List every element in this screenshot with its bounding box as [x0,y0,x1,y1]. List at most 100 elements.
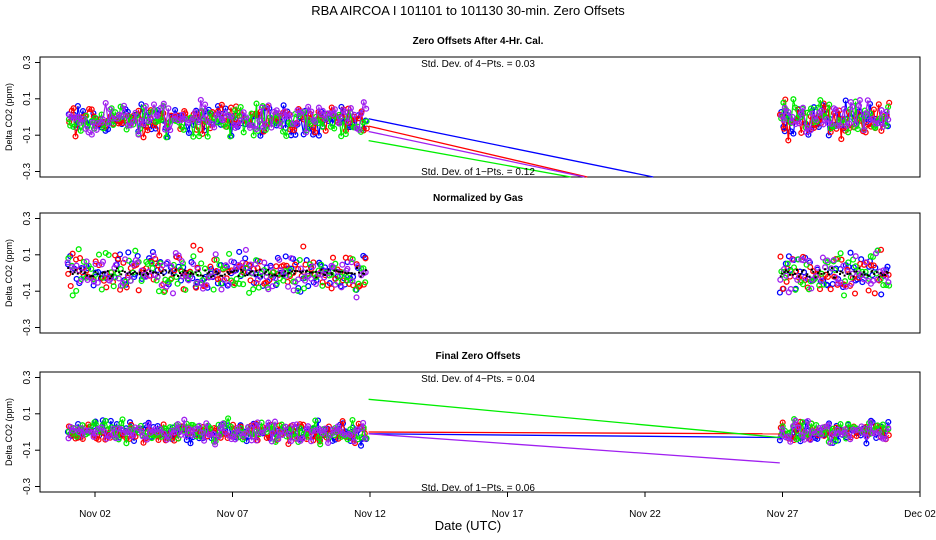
stddev-4pts-annotation: Std. Dev. of 4−Pts. = 0.04 [421,374,535,385]
data-point [92,421,99,428]
data-point [200,115,207,122]
data-point [153,277,160,284]
data-point [135,131,142,138]
data-point [158,116,165,123]
data-point [874,276,881,283]
panel-title: Normalized by Gas [433,193,523,204]
data-point [243,114,250,121]
data-point [149,265,156,272]
data-point [80,115,88,122]
data-point [299,435,306,442]
x-tick-label: Nov 27 [767,509,799,520]
data-point [241,270,244,273]
data-point [826,271,829,273]
data-point [331,273,334,276]
data-point [82,427,89,434]
data-point [157,104,164,111]
data-point [184,269,187,272]
data-point [123,270,126,273]
data-point [100,125,107,132]
data-point [328,262,335,269]
data-point [77,278,84,285]
data-point [872,250,880,257]
data-point [332,281,339,288]
y-tick-label: 0.1 [22,91,33,105]
data-point [196,422,203,429]
data-point [799,104,807,111]
data-point [280,262,287,269]
data-point [797,110,804,117]
data-point [211,124,218,131]
data-point [843,274,846,277]
data-point [836,122,844,129]
data-point [147,273,149,276]
data-point [871,269,874,272]
data-point [86,105,93,113]
data-point [182,116,189,123]
data-point [209,273,216,280]
data-point [164,269,167,272]
data-point [88,265,95,272]
data-point [219,274,222,277]
data-point [309,428,316,435]
data-point [289,120,296,128]
data-point [236,280,243,287]
data-point [860,127,868,134]
data-point [77,119,84,126]
data-point [233,275,240,282]
data-point [801,436,808,443]
data-point [259,429,267,436]
data-point [210,275,213,278]
x-tick-label: Nov 07 [217,509,249,520]
data-point [248,110,255,117]
data-point [165,105,172,112]
data-point [116,119,124,126]
data-point [232,436,239,443]
data-point [92,258,99,265]
data-point [327,431,334,438]
data-point [250,132,257,139]
data-point [875,101,882,108]
data-point [267,264,274,271]
data-point [283,132,290,140]
data-point [280,102,287,109]
y-ticks: 0.3 0.1 -0.1 -0.3 [22,211,40,336]
data-point [779,426,786,433]
data-point [172,112,179,119]
data-point [161,289,168,296]
data-point [73,433,80,440]
data-point [852,120,859,127]
data-point [69,292,76,299]
data-point [253,279,260,287]
data-point [240,129,247,136]
data-point [852,253,859,260]
data-point [798,432,805,439]
data-point [777,253,784,260]
data-point [114,270,117,273]
y-tick-label: -0.1 [22,441,33,459]
data-point [219,117,226,124]
data-point [351,111,358,118]
data-point [132,272,134,275]
data-point [167,271,170,274]
data-point [98,286,105,293]
data-point [256,117,263,124]
data-point [355,126,363,133]
data-point [94,270,97,273]
data-point [111,273,114,276]
data-point [349,256,356,263]
data-point [818,277,825,284]
data-point [240,281,247,288]
data-point [74,268,77,271]
data-point [265,286,272,293]
data-point [244,274,247,277]
data-point [869,253,877,260]
data-point [299,108,306,115]
data-point [271,418,279,425]
data-point [799,419,806,426]
data-point [237,117,244,124]
data-point [135,287,142,294]
gap-line-tank-3 [368,398,780,439]
data-point [152,271,155,274]
data-point [224,282,231,289]
